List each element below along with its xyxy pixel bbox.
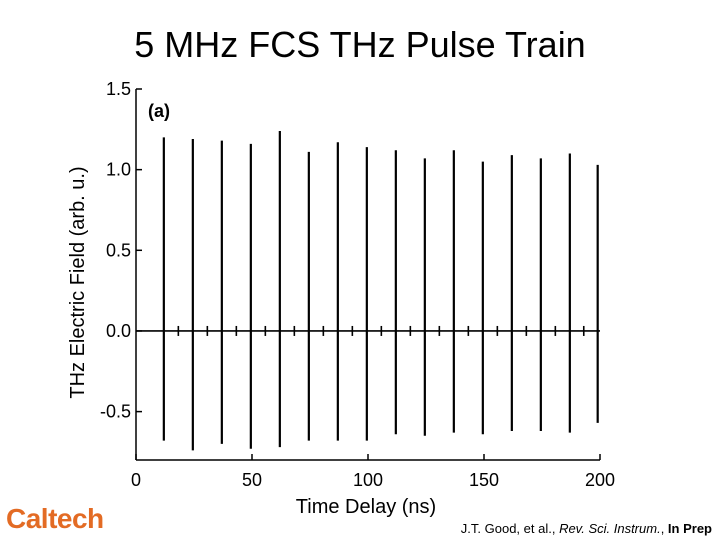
caltech-logo: Caltech bbox=[6, 503, 104, 534]
citation-status: In Prep bbox=[667, 521, 712, 536]
citation: J.T. Good, et al., Rev. Sci. Instrum., I… bbox=[461, 521, 712, 536]
y-tick-label: 1.0 bbox=[106, 160, 131, 180]
citation-journal: Rev. Sci. Instrum. bbox=[559, 521, 661, 536]
x-tick-label: 100 bbox=[353, 470, 383, 490]
x-axis-label: Time Delay (ns) bbox=[296, 496, 436, 518]
x-tick-label: 200 bbox=[585, 470, 615, 490]
citation-authors: J.T. Good, et al., bbox=[460, 521, 560, 536]
x-tick-label: 50 bbox=[242, 470, 262, 490]
y-tick-label: -0.5 bbox=[100, 402, 131, 422]
x-tick-label: 0 bbox=[131, 470, 141, 490]
y-axis-label: THz Electric Field (arb. u.) bbox=[67, 166, 89, 398]
citation-separator: , bbox=[660, 521, 668, 536]
y-tick-label: 0.5 bbox=[106, 240, 131, 260]
x-tick-label: 150 bbox=[469, 470, 499, 490]
slide-title: 5 MHz FCS THz Pulse Train bbox=[134, 24, 586, 65]
y-tick-label: 0.0 bbox=[106, 321, 131, 341]
panel-label: (a) bbox=[148, 101, 170, 121]
y-tick-label: 1.5 bbox=[106, 79, 131, 99]
